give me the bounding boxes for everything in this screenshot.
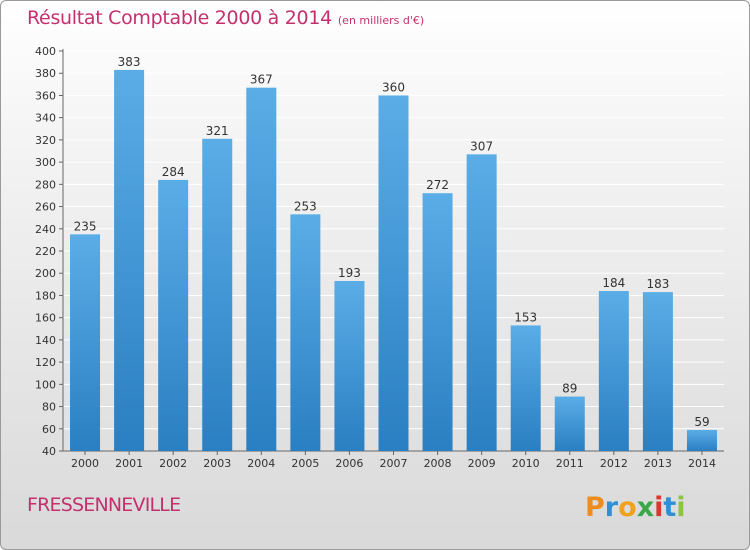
x-tick-label: 2001 (115, 457, 143, 470)
y-tick-label: 280 (35, 178, 56, 191)
bar-2000[interactable] (70, 234, 101, 451)
bar-2010[interactable] (510, 325, 541, 451)
x-tick-label: 2007 (380, 457, 408, 470)
data-label: 360 (382, 80, 405, 94)
bar-2014[interactable] (686, 429, 717, 451)
x-tick-label: 2002 (159, 457, 187, 470)
bar-2002[interactable] (158, 179, 189, 451)
bar-2012[interactable] (598, 291, 629, 451)
bar-2003[interactable] (202, 138, 233, 451)
data-label: 235 (74, 219, 97, 233)
y-tick-label: 140 (35, 334, 56, 347)
data-label: 193 (338, 266, 361, 280)
y-tick-label: 320 (35, 134, 56, 147)
data-label: 321 (206, 124, 229, 138)
data-label: 272 (426, 178, 449, 192)
x-tick-label: 2014 (688, 457, 716, 470)
bar-2005[interactable] (290, 214, 321, 451)
y-tick-label: 160 (35, 312, 56, 325)
y-tick-label: 240 (35, 223, 56, 236)
chart-title: Résultat Comptable 2000 à 2014 (en millie… (27, 7, 424, 29)
y-tick-label: 200 (35, 267, 56, 280)
y-tick-label: 260 (35, 201, 56, 214)
x-tick-label: 2013 (644, 457, 672, 470)
y-tick-label: 400 (35, 45, 56, 58)
bar-2011[interactable] (554, 396, 585, 451)
svg-text:Proxiti: Proxiti (585, 492, 686, 523)
data-label: 153 (514, 310, 537, 324)
x-tick-label: 2004 (247, 457, 275, 470)
data-label: 183 (646, 277, 669, 291)
data-label: 59 (694, 415, 709, 429)
y-tick-label: 380 (35, 67, 56, 80)
bar-2007[interactable] (378, 95, 409, 451)
data-label: 307 (470, 139, 493, 153)
x-tick-label: 2011 (556, 457, 584, 470)
data-label: 89 (562, 382, 577, 396)
x-tick-label: 2006 (335, 457, 363, 470)
x-tick-label: 2000 (71, 457, 99, 470)
x-tick-label: 2003 (203, 457, 231, 470)
x-tick-label: 2008 (424, 457, 452, 470)
x-tick-label: 2005 (291, 457, 319, 470)
proxiti-logo[interactable]: Proxiti (583, 488, 693, 524)
data-label: 253 (294, 199, 317, 213)
y-tick-label: 80 (42, 401, 56, 414)
y-tick-label: 220 (35, 245, 56, 258)
x-tick-label: 2012 (600, 457, 628, 470)
title-text: Résultat Comptable 2000 à 2014 (27, 7, 332, 29)
bar-2009[interactable] (466, 154, 497, 452)
y-tick-label: 60 (42, 423, 56, 436)
y-tick-label: 300 (35, 156, 56, 169)
data-label: 284 (162, 165, 185, 179)
bar-2004[interactable] (246, 87, 277, 452)
y-tick-label: 340 (35, 112, 56, 125)
y-tick-label: 40 (42, 445, 56, 458)
x-tick-label: 2009 (468, 457, 496, 470)
data-label: 383 (118, 55, 141, 69)
y-tick-label: 100 (35, 378, 56, 391)
y-tick-label: 360 (35, 89, 56, 102)
town-name: FRESSENNEVILLE (27, 494, 181, 516)
bar-2008[interactable] (422, 193, 453, 451)
data-label: 184 (602, 276, 625, 290)
title-unit: (en milliers d'€) (337, 14, 425, 27)
y-tick-label: 180 (35, 289, 56, 302)
x-tick-label: 2010 (512, 457, 540, 470)
bar-2001[interactable] (114, 69, 145, 451)
y-tick-label: 120 (35, 356, 56, 369)
data-label: 367 (250, 73, 273, 87)
bar-2006[interactable] (334, 281, 365, 451)
bar-2013[interactable] (642, 292, 673, 451)
